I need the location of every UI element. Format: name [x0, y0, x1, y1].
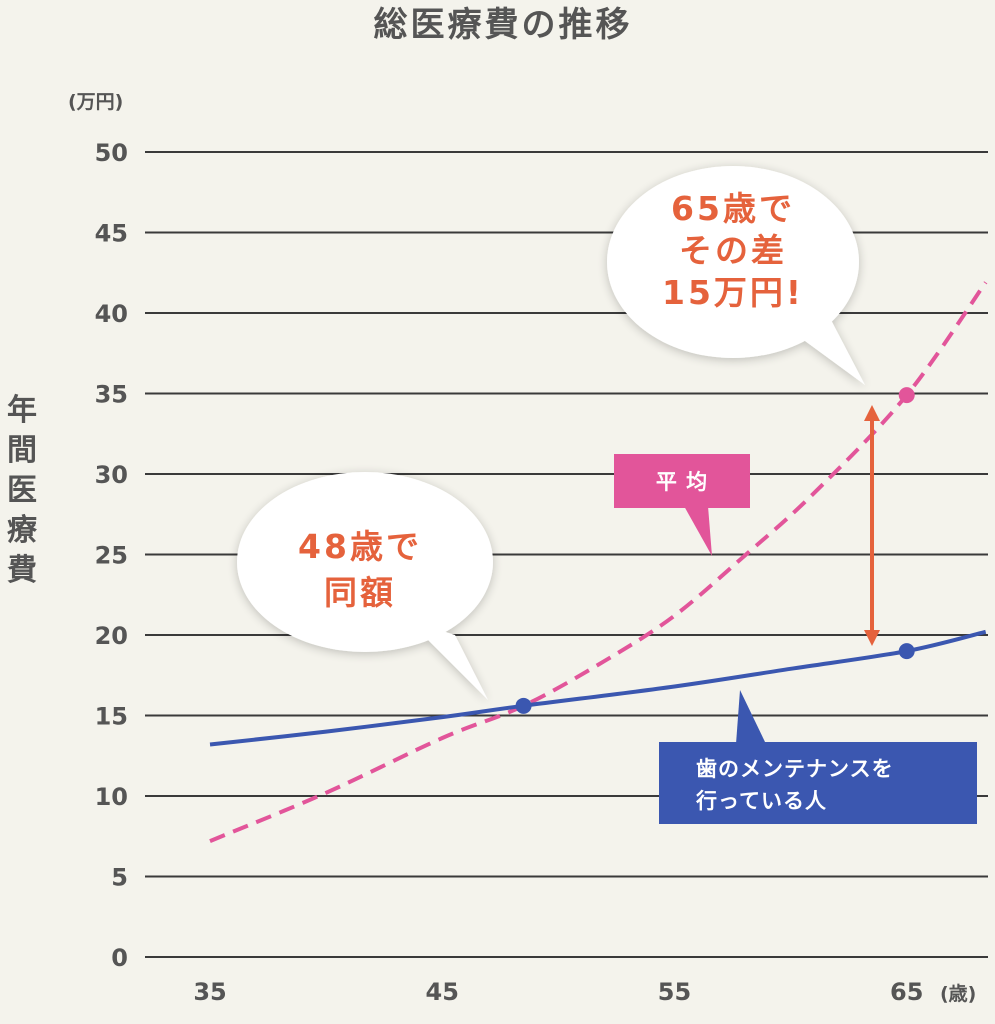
- x-tick-labels: 35 45 55 65: [193, 978, 923, 1006]
- y-unit-label: (万円): [68, 91, 123, 113]
- callout-bubble-48: [237, 472, 493, 700]
- y-tick-30: 30: [95, 461, 128, 489]
- difference-arrow: [864, 405, 880, 646]
- legend-average-tag: [614, 454, 750, 556]
- y-label-char: 年: [7, 393, 37, 428]
- y-label-char: 療: [7, 513, 37, 548]
- callout-65-line-1: 65歳で: [671, 189, 795, 228]
- callout-65-line-3: 15万円!: [662, 273, 804, 312]
- callout-bubble-65: [607, 166, 865, 385]
- x-tick-55: 55: [658, 978, 691, 1006]
- x-unit-label: (歳): [940, 983, 976, 1005]
- y-label-char: 間: [7, 433, 37, 468]
- y-tick-45: 45: [95, 220, 128, 248]
- legend-maintenance-line-2: 行っている人: [695, 789, 827, 813]
- y-tick-15: 15: [95, 703, 128, 731]
- x-tick-65: 65: [890, 978, 923, 1006]
- y-tick-35: 35: [95, 381, 128, 409]
- y-label-char: 費: [7, 553, 37, 588]
- y-tick-20: 20: [95, 622, 128, 650]
- y-label-char: 医: [7, 473, 37, 508]
- data-point-1: [898, 643, 915, 660]
- chart-title: 総医療費の推移: [374, 5, 633, 45]
- series-line-maintenance: [209, 629, 987, 747]
- callout-48-line-1: 48歳で: [298, 527, 422, 566]
- y-tick-0: 0: [111, 944, 128, 972]
- callout-48-line-2: 同額: [324, 573, 396, 612]
- y-tick-25: 25: [95, 542, 128, 570]
- points-layer: [515, 387, 915, 714]
- y-tick-50: 50: [95, 139, 128, 167]
- y-tick-5: 5: [111, 864, 128, 892]
- callout-65-line-2: その差: [679, 231, 787, 270]
- y-tick-10: 10: [95, 783, 128, 811]
- data-point-2: [898, 387, 915, 404]
- x-tick-35: 35: [193, 978, 226, 1006]
- legend-maintenance-tag: [659, 690, 977, 824]
- y-tick-40: 40: [95, 300, 128, 328]
- y-tick-labels: 0 5 10 15 20 25 30 35 40 45 50: [95, 139, 128, 972]
- x-tick-45: 45: [426, 978, 459, 1006]
- legend-maintenance-line-1: 歯のメンテナンスを: [696, 757, 894, 781]
- data-point-0: [515, 697, 532, 714]
- legend-average-label: 平 均: [656, 470, 708, 494]
